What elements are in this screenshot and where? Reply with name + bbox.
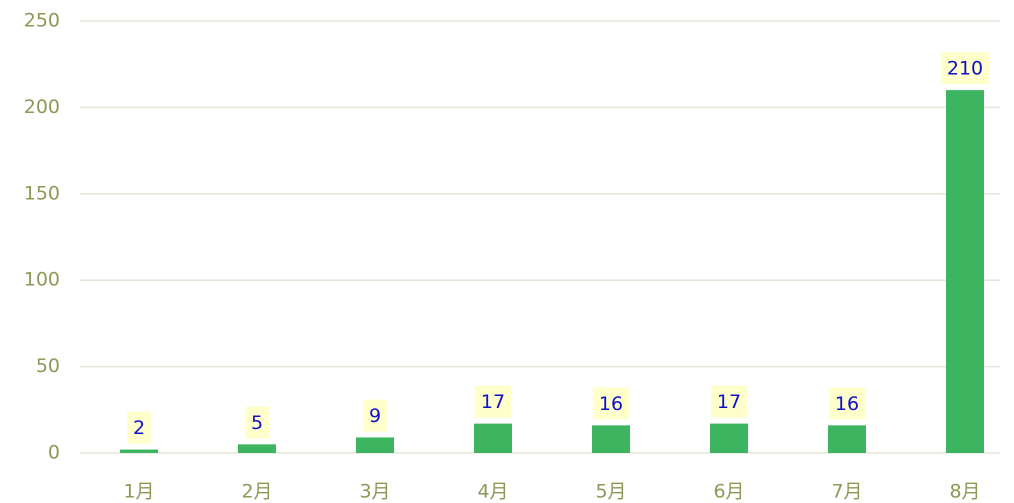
- x-tick-label: 1月: [123, 481, 154, 503]
- value-label-bg: [592, 387, 630, 420]
- value-label: 9: [369, 405, 381, 427]
- x-tick-label: 4月: [477, 481, 508, 503]
- value-label: 16: [599, 393, 623, 415]
- value-label: 17: [481, 391, 505, 413]
- value-label-bg: [126, 411, 152, 444]
- value-label: 16: [835, 393, 859, 415]
- x-tick-label: 3月: [359, 481, 390, 503]
- x-tick-label: 6月: [713, 481, 744, 503]
- bar: [946, 90, 984, 454]
- x-tick-label: 2月: [241, 481, 272, 503]
- value-label-bg: [474, 385, 512, 418]
- bar: [592, 425, 630, 453]
- x-tick-label: 8月: [949, 481, 980, 503]
- value-label-bg: [940, 52, 990, 85]
- value-label: 210: [947, 58, 983, 80]
- y-tick-label: 0: [48, 442, 60, 464]
- bar: [356, 437, 394, 453]
- y-tick-label: 200: [24, 96, 60, 118]
- bar: [120, 449, 158, 453]
- x-tick-label: 7月: [831, 481, 862, 503]
- bar: [474, 423, 512, 453]
- y-tick-label: 150: [24, 182, 60, 204]
- bar: [238, 444, 276, 453]
- value-label: 2: [133, 417, 145, 439]
- value-label-bg: [710, 385, 748, 418]
- y-tick-label: 100: [24, 269, 60, 291]
- y-tick-label: 50: [36, 355, 60, 377]
- value-label-bg: [828, 387, 866, 420]
- value-label: 5: [251, 412, 263, 434]
- bar: [828, 425, 866, 453]
- y-tick-label: 250: [24, 10, 60, 32]
- value-label-bg: [244, 406, 270, 439]
- value-label-bg: [362, 399, 388, 432]
- bar: [710, 423, 748, 453]
- value-label: 17: [717, 391, 741, 413]
- x-tick-label: 5月: [595, 481, 626, 503]
